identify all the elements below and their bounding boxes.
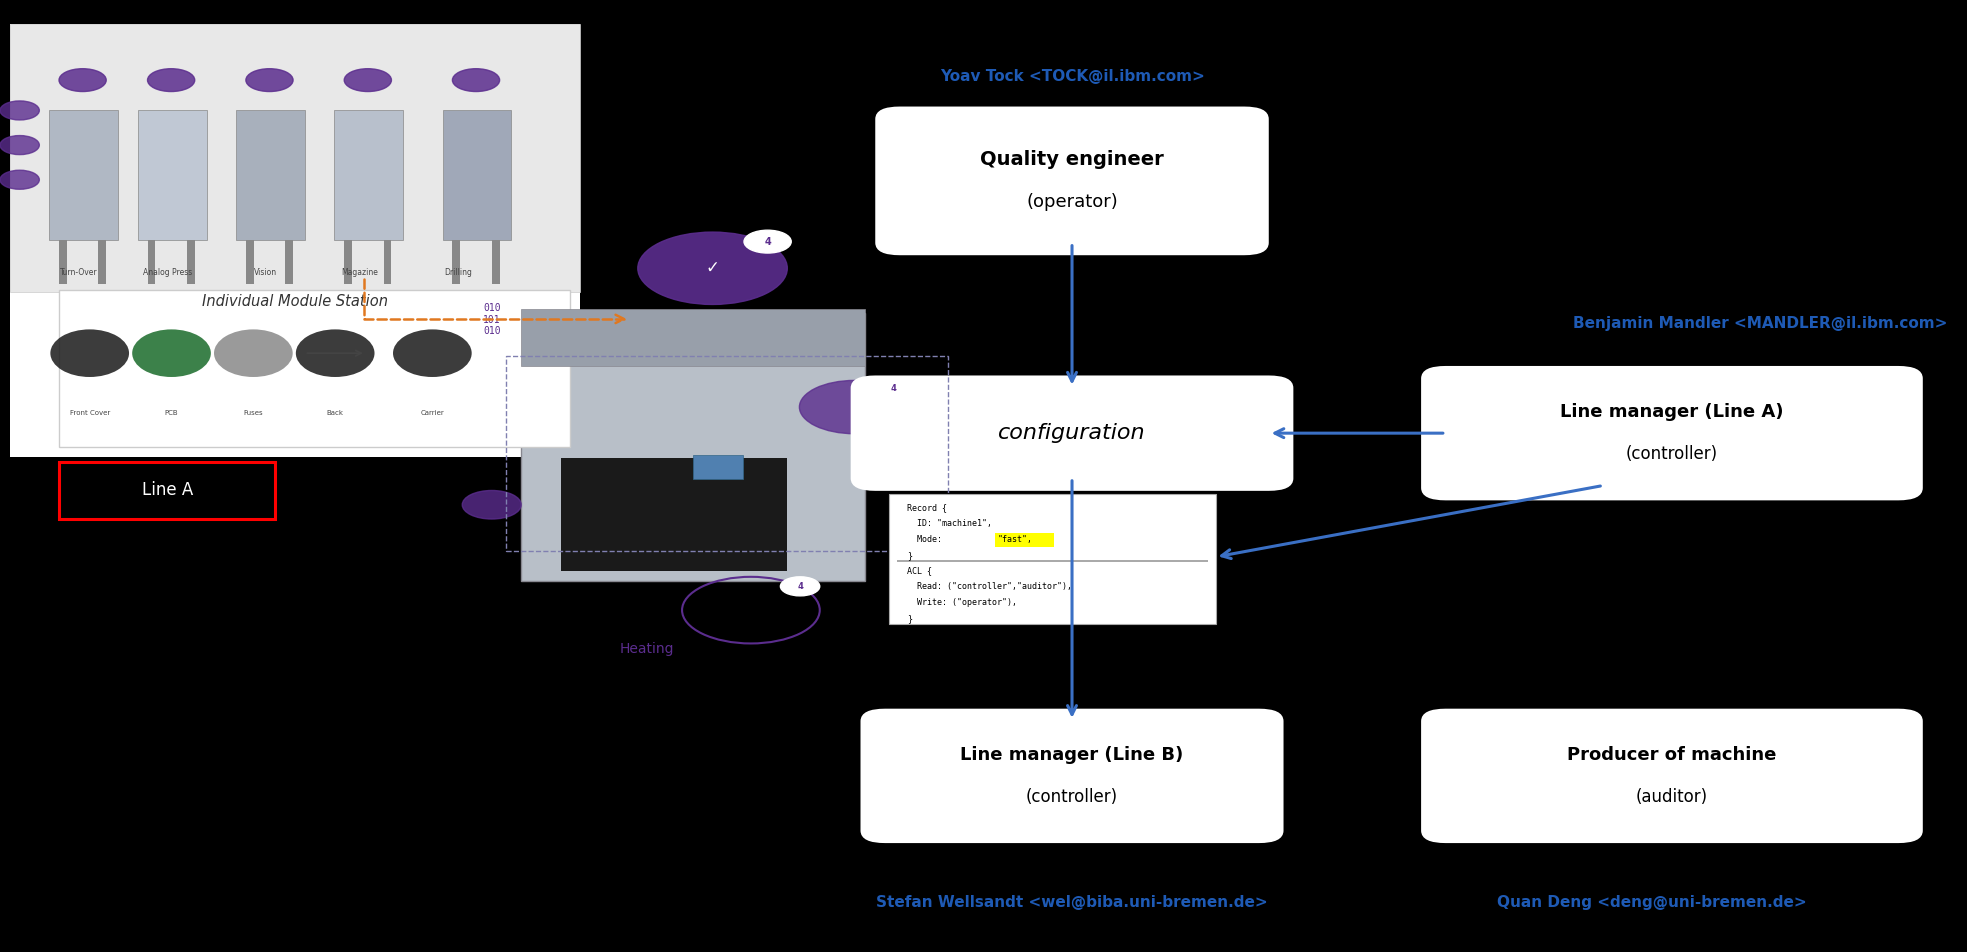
Bar xyxy=(148,240,155,284)
Bar xyxy=(10,24,580,457)
Circle shape xyxy=(246,69,293,91)
Text: 4: 4 xyxy=(765,237,771,247)
Bar xyxy=(138,110,207,241)
Ellipse shape xyxy=(51,329,130,377)
Circle shape xyxy=(637,232,787,305)
Text: Mode:: Mode: xyxy=(907,535,946,544)
Ellipse shape xyxy=(295,329,374,377)
Text: ID: "machine1",: ID: "machine1", xyxy=(907,519,991,527)
Bar xyxy=(492,240,500,284)
Text: Line manager (Line B): Line manager (Line B) xyxy=(960,746,1184,764)
Text: Quality engineer: Quality engineer xyxy=(980,150,1164,169)
Circle shape xyxy=(452,69,500,91)
Circle shape xyxy=(873,379,913,398)
Text: Yoav Tock <TOCK@il.ibm.com>: Yoav Tock <TOCK@il.ibm.com> xyxy=(940,69,1204,84)
Text: configuration: configuration xyxy=(997,423,1147,444)
Text: Stefan Wellsandt <wel@biba.uni-bremen.de>: Stefan Wellsandt <wel@biba.uni-bremen.de… xyxy=(875,895,1269,910)
Circle shape xyxy=(462,490,521,519)
Text: Individual Module Station: Individual Module Station xyxy=(203,293,387,308)
Text: 4: 4 xyxy=(797,582,803,591)
Circle shape xyxy=(799,381,909,434)
FancyBboxPatch shape xyxy=(1422,367,1922,499)
Text: Front Cover: Front Cover xyxy=(69,410,110,416)
Text: Carrier: Carrier xyxy=(421,410,445,416)
Text: (operator): (operator) xyxy=(1027,193,1117,210)
Text: Line A: Line A xyxy=(142,482,193,499)
Text: }: } xyxy=(907,615,913,624)
Text: Fuses: Fuses xyxy=(244,410,264,416)
Bar xyxy=(187,240,195,284)
FancyBboxPatch shape xyxy=(852,376,1292,489)
Bar xyxy=(897,561,1208,563)
Bar xyxy=(521,313,865,581)
Text: Benjamin Mandler <MANDLER@il.ibm.com>: Benjamin Mandler <MANDLER@il.ibm.com> xyxy=(1574,316,1947,331)
Circle shape xyxy=(148,69,195,91)
Text: (controller): (controller) xyxy=(1027,788,1117,805)
Circle shape xyxy=(781,577,820,596)
Text: Analog Press: Analog Press xyxy=(142,268,193,277)
Bar xyxy=(246,240,254,284)
Text: (controller): (controller) xyxy=(1627,446,1717,463)
FancyBboxPatch shape xyxy=(1422,710,1922,843)
Bar xyxy=(506,356,948,551)
Bar xyxy=(59,240,67,284)
Bar xyxy=(995,533,1054,547)
Text: PCB: PCB xyxy=(165,410,179,416)
Bar xyxy=(59,290,570,447)
Text: }: } xyxy=(907,551,913,560)
Ellipse shape xyxy=(132,329,210,377)
Circle shape xyxy=(59,69,106,91)
Ellipse shape xyxy=(393,329,472,377)
Text: Vision: Vision xyxy=(254,268,277,277)
FancyBboxPatch shape xyxy=(862,710,1282,843)
Bar xyxy=(334,110,403,241)
Circle shape xyxy=(0,101,39,120)
Text: Back: Back xyxy=(327,410,344,416)
Text: Producer of machine: Producer of machine xyxy=(1568,746,1776,764)
Text: Drilling: Drilling xyxy=(445,268,472,277)
Text: Heating: Heating xyxy=(620,642,675,656)
Circle shape xyxy=(0,170,39,189)
Bar xyxy=(561,458,787,571)
Circle shape xyxy=(744,230,791,253)
Bar xyxy=(49,110,118,241)
Text: 4: 4 xyxy=(891,384,897,392)
Bar xyxy=(236,110,305,241)
Bar xyxy=(344,240,352,284)
Text: Quan Deng <deng@uni-bremen.de>: Quan Deng <deng@uni-bremen.de> xyxy=(1497,895,1808,910)
FancyBboxPatch shape xyxy=(889,494,1216,624)
Bar xyxy=(521,309,865,366)
FancyBboxPatch shape xyxy=(59,462,275,519)
Bar xyxy=(384,240,391,284)
Text: 010
101
010: 010 101 010 xyxy=(484,303,500,336)
Text: (auditor): (auditor) xyxy=(1637,788,1707,805)
Text: "fast",: "fast", xyxy=(997,535,1033,544)
Bar xyxy=(443,110,511,241)
Ellipse shape xyxy=(214,329,293,377)
Bar xyxy=(452,240,460,284)
Circle shape xyxy=(344,69,391,91)
Bar xyxy=(694,455,744,479)
Circle shape xyxy=(0,135,39,154)
Text: Magazine: Magazine xyxy=(342,268,378,277)
FancyBboxPatch shape xyxy=(875,108,1267,254)
Bar xyxy=(10,24,580,292)
Bar xyxy=(98,240,106,284)
Text: Line manager (Line A): Line manager (Line A) xyxy=(1560,404,1784,421)
Text: ✓: ✓ xyxy=(706,259,720,277)
Bar xyxy=(285,240,293,284)
Text: ACL {: ACL { xyxy=(907,566,932,575)
Text: Read: ("controller","auditor"),: Read: ("controller","auditor"), xyxy=(907,583,1072,591)
Text: Write: ("operator"),: Write: ("operator"), xyxy=(907,599,1017,607)
Text: Turn-Over: Turn-Over xyxy=(59,268,98,277)
Text: Record {: Record { xyxy=(907,503,946,511)
